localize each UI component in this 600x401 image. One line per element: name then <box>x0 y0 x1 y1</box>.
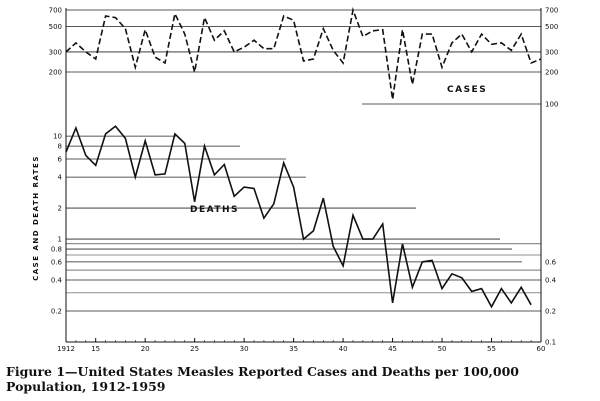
cases-y-tick-label: 500 <box>49 23 62 31</box>
deaths-y-tick-label: 2 <box>58 205 62 213</box>
measles-chart: 1912 15 20 25 30 35 40 45 50 55 60 200 300 500 700 100 2… <box>32 7 559 354</box>
x-tick-label: 30 <box>240 345 249 353</box>
deaths-y-tick-label: 10 <box>53 133 62 141</box>
deaths-y-tick-label: 6 <box>58 155 63 163</box>
x-tick-label: 50 <box>438 345 447 353</box>
cases-series-label: CASES <box>447 85 487 95</box>
x-tick-label: 20 <box>141 345 150 353</box>
x-tick-label: 1912 <box>57 345 75 353</box>
deaths-y-tick-label: 0.2 <box>51 308 62 316</box>
deaths-y-tick-label: 0.4 <box>51 277 63 285</box>
chart-gridlines <box>66 9 541 312</box>
deaths-series <box>65 125 532 309</box>
x-tick-label: 15 <box>91 345 100 353</box>
deaths-y-tick-label: 4 <box>58 174 63 182</box>
deaths-right-tick-label: 0.2 <box>545 308 556 316</box>
deaths-right-tick-label: 0.1 <box>545 339 556 347</box>
cases-right-tick-label: 300 <box>545 48 558 56</box>
deaths-series-label: DEATHS <box>190 205 239 215</box>
cases-y-tick-label: 300 <box>49 48 62 56</box>
chart-tick-labels: 1912 15 20 25 30 35 40 45 50 55 60 200 300 500 700 100 2… <box>49 7 559 354</box>
deaths-y-tick-label: 0.6 <box>51 258 63 266</box>
x-tick-label: 60 <box>537 345 546 353</box>
deaths-right-tick-label: 0.6 <box>545 258 557 266</box>
deaths-y-tick-label: 8 <box>58 143 62 151</box>
deaths-y-tick-label: 0.8 <box>51 246 62 254</box>
x-tick-label: 40 <box>339 345 348 353</box>
figure-caption: Figure 1—United States Measles Reported … <box>6 364 519 394</box>
cases-right-tick-label: 200 <box>545 69 558 77</box>
y-axis-label: CASE AND DEATH RATES <box>32 155 40 281</box>
deaths-right-tick-label: 0.4 <box>545 277 557 285</box>
cases-right-tick-label: 700 <box>545 7 558 15</box>
cases-line <box>65 7 542 100</box>
deaths-y-tick-label: 1 <box>58 236 62 244</box>
x-tick-label: 35 <box>289 345 298 353</box>
x-tick-label: 55 <box>487 345 496 353</box>
cases-y-tick-label: 200 <box>49 69 62 77</box>
cases-series <box>65 7 542 100</box>
cases-y-tick-label: 700 <box>49 7 62 15</box>
x-tick-label: 45 <box>388 345 397 353</box>
chart-axes <box>65 8 542 343</box>
cases-right-tick-label: 500 <box>545 23 558 31</box>
deaths-line <box>65 125 532 309</box>
x-tick-label: 25 <box>190 345 199 353</box>
cases-right-tick-label: 100 <box>545 101 558 109</box>
